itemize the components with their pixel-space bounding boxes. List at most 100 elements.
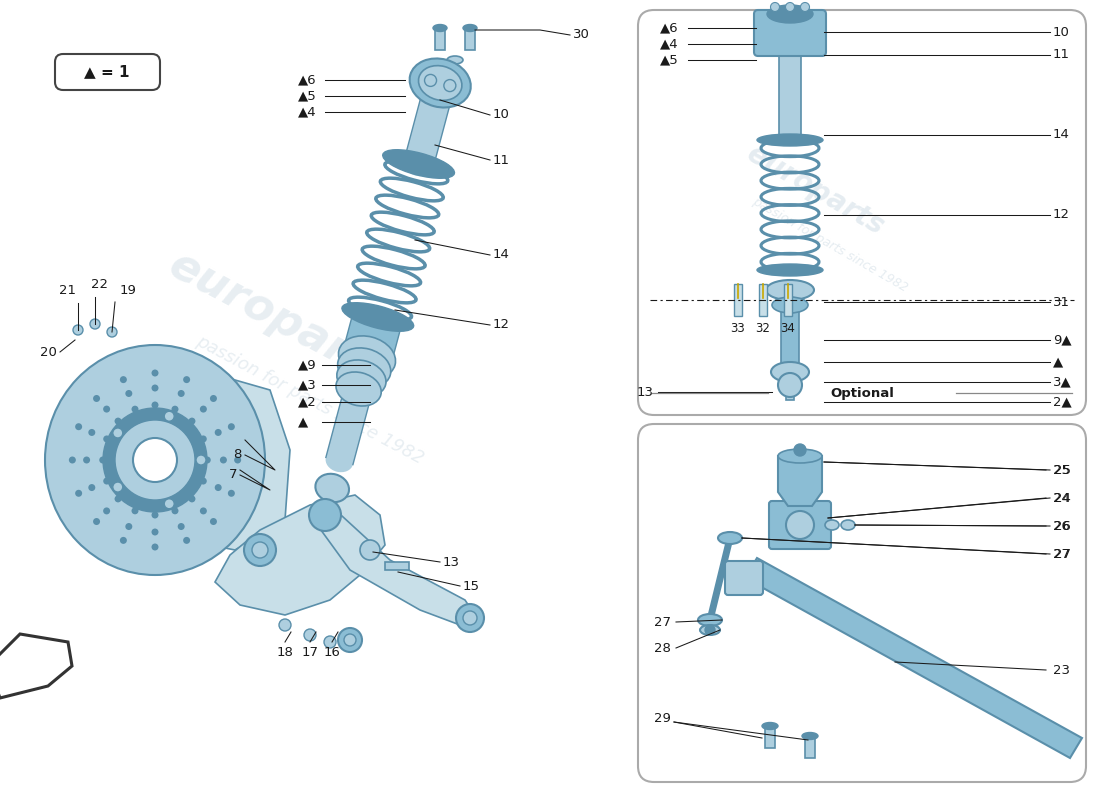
Bar: [805, 736, 815, 758]
Ellipse shape: [420, 89, 450, 114]
Ellipse shape: [348, 318, 397, 357]
Ellipse shape: [411, 122, 441, 146]
Text: 23: 23: [1053, 663, 1070, 677]
Text: europarts: europarts: [162, 243, 398, 397]
Ellipse shape: [45, 345, 265, 575]
Circle shape: [200, 478, 207, 485]
Circle shape: [204, 457, 211, 463]
Bar: [764, 726, 776, 748]
Ellipse shape: [406, 145, 436, 170]
Circle shape: [200, 435, 207, 442]
Circle shape: [360, 540, 379, 560]
Circle shape: [786, 511, 814, 539]
Circle shape: [73, 325, 82, 335]
Text: 30: 30: [573, 29, 590, 42]
Circle shape: [152, 370, 158, 377]
Ellipse shape: [405, 149, 435, 173]
Circle shape: [103, 408, 207, 512]
Text: ▲ = 1: ▲ = 1: [85, 65, 130, 79]
Circle shape: [152, 385, 158, 391]
Ellipse shape: [410, 129, 440, 153]
Circle shape: [228, 423, 235, 430]
Circle shape: [183, 376, 190, 383]
Circle shape: [234, 457, 241, 463]
Circle shape: [188, 495, 196, 502]
Ellipse shape: [404, 152, 433, 176]
Circle shape: [114, 495, 122, 502]
Ellipse shape: [778, 449, 822, 463]
Ellipse shape: [771, 362, 808, 382]
Polygon shape: [778, 456, 822, 506]
Ellipse shape: [341, 393, 368, 415]
Ellipse shape: [337, 360, 386, 397]
Text: ▲6: ▲6: [660, 22, 679, 34]
Ellipse shape: [331, 427, 360, 450]
Text: 16: 16: [323, 646, 340, 658]
Circle shape: [114, 418, 122, 425]
Ellipse shape: [342, 338, 392, 377]
Polygon shape: [310, 505, 475, 625]
Circle shape: [705, 625, 715, 635]
Circle shape: [133, 438, 177, 482]
FancyBboxPatch shape: [638, 10, 1086, 415]
Text: ▲5: ▲5: [298, 90, 317, 102]
Circle shape: [309, 499, 341, 531]
Circle shape: [90, 319, 100, 329]
Circle shape: [88, 429, 96, 436]
Circle shape: [107, 327, 117, 337]
Text: ▲3: ▲3: [298, 378, 317, 391]
Ellipse shape: [411, 126, 440, 150]
Text: ▲: ▲: [298, 415, 308, 429]
Ellipse shape: [336, 412, 363, 434]
Text: 31: 31: [1053, 295, 1070, 309]
FancyBboxPatch shape: [55, 54, 160, 90]
Text: 9▲: 9▲: [1053, 334, 1071, 346]
Ellipse shape: [419, 95, 449, 120]
Text: 28: 28: [654, 642, 671, 654]
FancyBboxPatch shape: [769, 501, 830, 549]
Circle shape: [132, 406, 139, 413]
Circle shape: [801, 2, 810, 11]
Ellipse shape: [447, 56, 463, 64]
Polygon shape: [745, 558, 1082, 758]
Ellipse shape: [418, 66, 462, 100]
Circle shape: [200, 406, 207, 413]
Circle shape: [324, 636, 336, 648]
Text: passion for parts since 1982: passion for parts since 1982: [750, 195, 910, 295]
Circle shape: [164, 411, 174, 422]
Text: ▲5: ▲5: [660, 54, 679, 66]
Circle shape: [463, 611, 477, 625]
Bar: [784, 284, 792, 316]
Text: 33: 33: [730, 322, 746, 335]
Ellipse shape: [757, 134, 823, 146]
Ellipse shape: [409, 58, 471, 107]
Circle shape: [279, 619, 292, 631]
Ellipse shape: [349, 312, 398, 351]
Ellipse shape: [415, 112, 444, 137]
Ellipse shape: [766, 280, 814, 300]
Ellipse shape: [346, 321, 396, 360]
Circle shape: [200, 507, 207, 514]
Circle shape: [228, 490, 235, 497]
Ellipse shape: [343, 386, 371, 408]
Text: ▲6: ▲6: [298, 74, 317, 86]
Text: 25: 25: [1054, 463, 1071, 477]
FancyBboxPatch shape: [638, 424, 1086, 782]
Circle shape: [84, 457, 90, 463]
FancyBboxPatch shape: [754, 10, 826, 56]
Text: 34: 34: [781, 322, 795, 335]
Text: 17: 17: [301, 646, 319, 658]
Text: 13: 13: [637, 386, 654, 398]
Circle shape: [172, 507, 178, 514]
Text: 29: 29: [654, 711, 671, 725]
Text: ▲4: ▲4: [660, 38, 679, 50]
Ellipse shape: [418, 98, 448, 123]
Text: 22: 22: [91, 278, 109, 291]
Circle shape: [94, 518, 100, 525]
Ellipse shape: [718, 532, 743, 544]
Ellipse shape: [344, 382, 372, 404]
Circle shape: [152, 511, 158, 518]
Bar: [786, 382, 794, 400]
Circle shape: [244, 534, 276, 566]
Circle shape: [113, 428, 123, 438]
